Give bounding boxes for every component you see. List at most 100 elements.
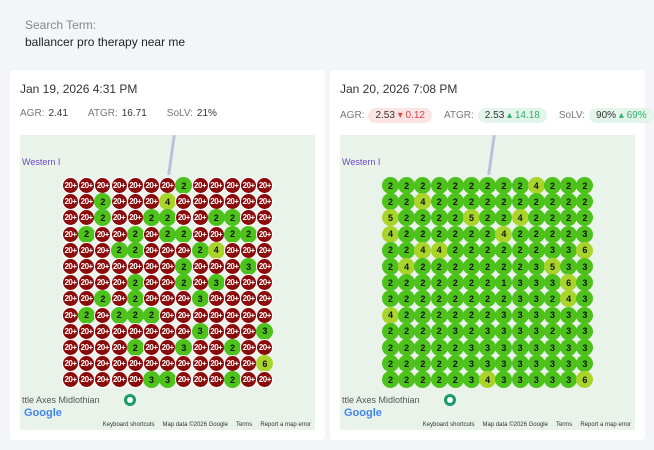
rank-pin[interactable]: 2 <box>398 290 416 308</box>
rank-pin[interactable]: 20+ <box>94 339 112 356</box>
rank-pin[interactable]: 20+ <box>240 193 258 211</box>
rank-pin[interactable]: 20+ <box>126 258 144 275</box>
rank-pin[interactable]: 20+ <box>224 290 241 308</box>
rank-pin[interactable]: 3 <box>560 355 578 373</box>
rank-pin[interactable]: 2 <box>544 322 561 340</box>
rank-pin[interactable]: 3 <box>576 274 594 292</box>
rank-pin[interactable]: 2 <box>430 322 448 340</box>
rank-pin[interactable]: 2 <box>382 355 399 373</box>
rank-pin[interactable]: 20+ <box>110 274 128 292</box>
rank-pin[interactable]: 2 <box>446 177 464 194</box>
rank-pin[interactable]: 2 <box>430 274 448 292</box>
rank-pin[interactable]: 20+ <box>159 355 177 373</box>
rank-pin[interactable]: 20+ <box>110 225 128 243</box>
rank-pin[interactable]: 20+ <box>207 177 225 194</box>
rank-pin[interactable]: 2 <box>382 371 399 389</box>
rank-pin[interactable]: 2 <box>159 225 177 243</box>
rank-pin[interactable]: 2 <box>463 274 480 292</box>
rank-pin[interactable]: 3 <box>527 274 545 292</box>
rank-pin[interactable]: 2 <box>446 306 464 324</box>
rank-pin[interactable]: 2 <box>446 274 464 292</box>
rank-pin[interactable]: 2 <box>414 355 432 373</box>
rank-pin[interactable]: 2 <box>430 355 448 373</box>
rank-pin[interactable]: 3 <box>511 339 529 356</box>
rank-pin[interactable]: 2 <box>414 339 432 356</box>
rank-pin[interactable]: 3 <box>527 322 545 340</box>
rank-pin[interactable]: 20+ <box>256 339 274 356</box>
rank-pin[interactable]: 3 <box>143 371 160 389</box>
rank-pin[interactable]: 3 <box>560 258 578 275</box>
rank-pin[interactable]: 20+ <box>143 241 160 259</box>
rank-pin[interactable]: 20+ <box>224 177 241 194</box>
rank-pin[interactable]: 2 <box>495 290 513 308</box>
rank-pin[interactable]: 3 <box>479 339 497 356</box>
rank-pin[interactable]: 2 <box>78 306 96 324</box>
rank-pin[interactable]: 2 <box>430 193 448 211</box>
rank-pin[interactable]: 2 <box>479 225 497 243</box>
rank-pin[interactable]: 2 <box>414 209 432 227</box>
rank-pin[interactable]: 2 <box>463 241 480 259</box>
rank-pin[interactable]: 2 <box>560 225 578 243</box>
report-link[interactable]: Report a map error <box>260 422 311 428</box>
rank-pin[interactable]: 20+ <box>256 209 274 227</box>
rank-pin[interactable]: 2 <box>382 322 399 340</box>
rank-pin[interactable]: 20+ <box>191 193 209 211</box>
rank-pin[interactable]: 20+ <box>94 177 112 194</box>
rank-pin[interactable]: 20+ <box>94 274 112 292</box>
rank-pin[interactable]: 20+ <box>143 258 160 275</box>
rank-pin[interactable]: 2 <box>382 193 399 211</box>
rank-pin[interactable]: 2 <box>479 209 497 227</box>
rank-pin[interactable]: 2 <box>479 177 497 194</box>
rank-pin[interactable]: 20+ <box>62 193 79 211</box>
rank-pin[interactable]: 2 <box>463 322 480 340</box>
rank-pin[interactable]: 2 <box>143 209 160 227</box>
rank-pin[interactable]: 3 <box>576 355 594 373</box>
rank-pin[interactable]: 3 <box>527 355 545 373</box>
rank-pin[interactable]: 20+ <box>224 274 241 292</box>
rank-pin[interactable]: 3 <box>576 322 594 340</box>
rank-pin[interactable]: 2 <box>527 241 545 259</box>
rank-pin[interactable]: 20+ <box>191 355 209 373</box>
rank-pin[interactable]: 3 <box>446 322 464 340</box>
rank-pin[interactable]: 4 <box>495 225 513 243</box>
rank-pin[interactable]: 4 <box>414 241 432 259</box>
rank-pin[interactable]: 20+ <box>256 258 274 275</box>
rank-pin[interactable]: 3 <box>544 241 561 259</box>
rank-pin[interactable]: 20+ <box>191 225 209 243</box>
rank-pin[interactable]: 2 <box>398 193 416 211</box>
rank-pin[interactable]: 20+ <box>110 371 128 389</box>
rank-pin[interactable]: 2 <box>398 177 416 194</box>
rank-pin[interactable]: 2 <box>175 274 193 292</box>
rank-pin[interactable]: 20+ <box>240 306 258 324</box>
rank-pin[interactable]: 20+ <box>256 371 274 389</box>
rank-pin[interactable]: 20+ <box>143 355 160 373</box>
rank-pin[interactable]: 3 <box>495 355 513 373</box>
rank-pin[interactable]: 3 <box>191 290 209 308</box>
rank-pin[interactable]: 2 <box>382 339 399 356</box>
rank-pin[interactable]: 20+ <box>224 306 241 324</box>
rank-pin[interactable]: 20+ <box>78 193 96 211</box>
rank-pin[interactable]: 2 <box>446 355 464 373</box>
rank-pin[interactable]: 20+ <box>207 306 225 324</box>
rank-pin[interactable]: 3 <box>560 322 578 340</box>
rank-pin[interactable]: 2 <box>511 241 529 259</box>
rank-pin[interactable]: 20+ <box>143 177 160 194</box>
rank-pin[interactable]: 4 <box>479 371 497 389</box>
rank-pin[interactable]: 3 <box>495 339 513 356</box>
rank-pin[interactable]: 2 <box>224 339 241 356</box>
rank-pin[interactable]: 2 <box>110 241 128 259</box>
rank-pin[interactable]: 3 <box>511 290 529 308</box>
rank-pin[interactable]: 20+ <box>62 274 79 292</box>
rank-pin[interactable]: 20+ <box>143 339 160 356</box>
rank-pin[interactable]: 20+ <box>159 258 177 275</box>
rank-pin[interactable]: 3 <box>511 322 529 340</box>
rank-pin[interactable]: 2 <box>175 225 193 243</box>
rank-pin[interactable]: 20+ <box>110 209 128 227</box>
rank-pin[interactable]: 3 <box>527 306 545 324</box>
rank-pin[interactable]: 20+ <box>62 371 79 389</box>
map[interactable]: Western I 20+ 20+ 20+ 20+ 20+ 20+ 20+ 2 20+ 20+ 20… <box>20 135 315 430</box>
rank-pin[interactable]: 20+ <box>126 209 144 227</box>
rank-pin[interactable]: 20+ <box>191 371 209 389</box>
rank-pin[interactable]: 20+ <box>62 322 79 340</box>
